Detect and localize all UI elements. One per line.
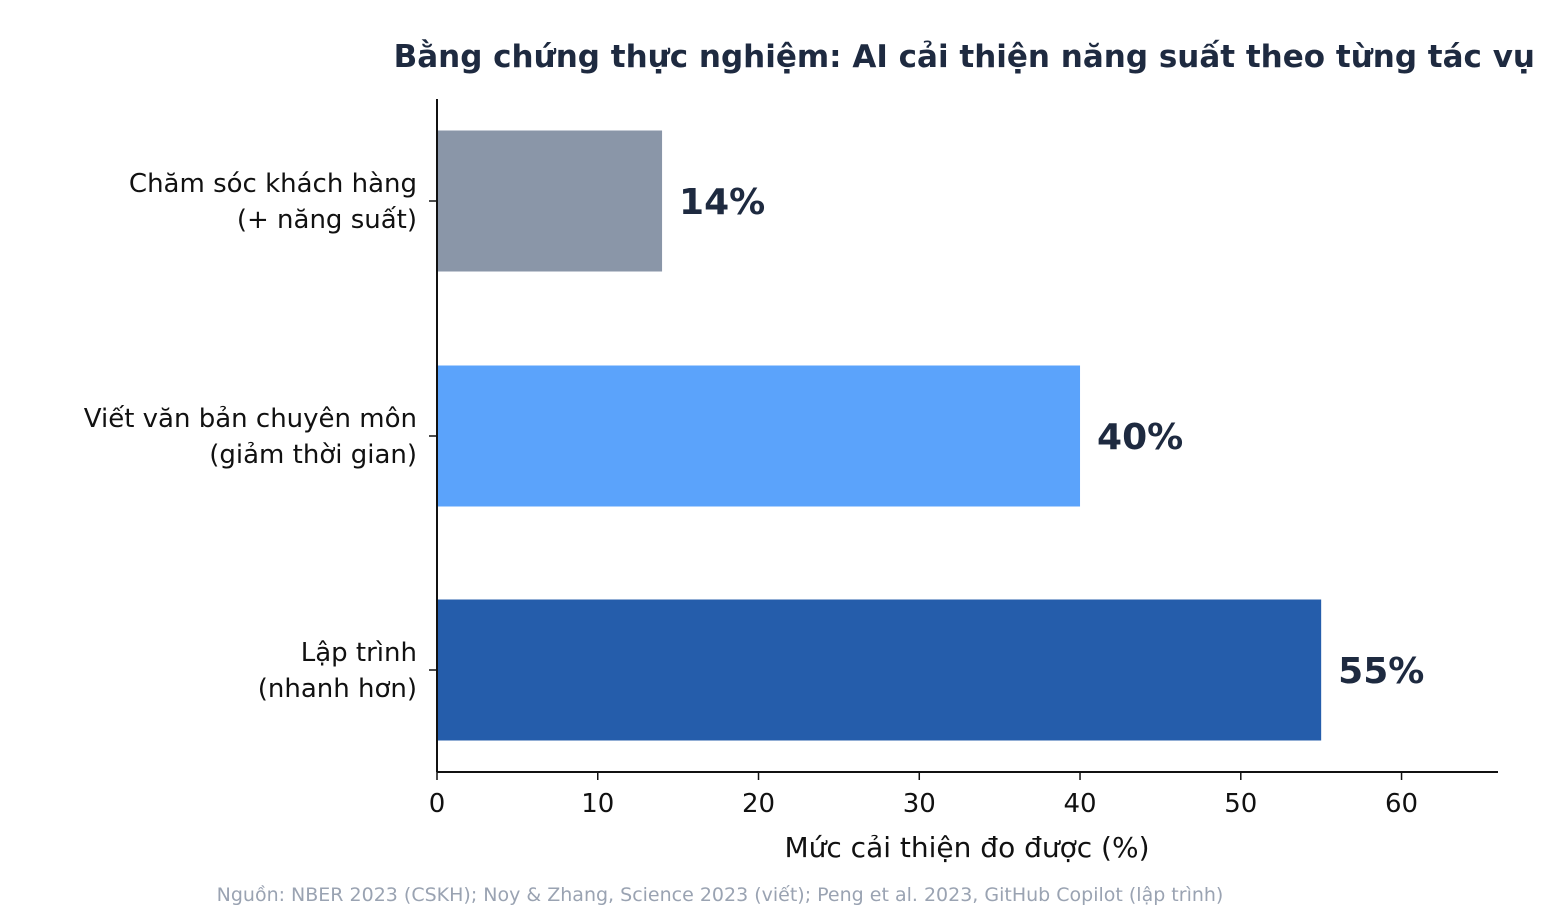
category-label-1-line-2: (+ năng suất) [237, 205, 417, 235]
data-label-3: 55% [1338, 651, 1424, 692]
category-label-3-line-1: Lập trình [301, 638, 417, 668]
category-label-2-line-2: (giảm thời gian) [209, 440, 417, 470]
data-label-2: 40% [1097, 417, 1183, 458]
category-label-1-line-1: Chăm sóc khách hàng [129, 169, 417, 199]
category-label-2-line-1: Viết văn bản chuyên môn [84, 404, 417, 434]
x-tick-label-10: 10 [581, 789, 614, 819]
y-axis-categories: Chăm sóc khách hàng (+ năng suất) Viết văn… [84, 169, 437, 704]
category-label-3-line-2: (nhanh hơn) [258, 674, 417, 704]
x-axis-label: Mức cải thiện đo được (%) [784, 831, 1149, 864]
bars-layer [437, 130, 1322, 741]
source-note: Nguồn: NBER 2023 (CSKH); Noy & Zhang, Sc… [217, 884, 1224, 906]
x-tick-label-0: 0 [429, 789, 446, 819]
bar-1 [437, 130, 663, 272]
x-tick-label-40: 40 [1063, 789, 1096, 819]
bar-3 [437, 599, 1322, 741]
x-axis-ticks: 0 10 20 30 40 50 60 [429, 772, 1418, 819]
labels-layer: 14% 40% 55% [679, 182, 1424, 692]
bar-2 [437, 365, 1081, 507]
x-tick-label-30: 30 [903, 789, 936, 819]
x-tick-label-50: 50 [1224, 789, 1257, 819]
x-tick-label-20: 20 [742, 789, 775, 819]
x-tick-label-60: 60 [1385, 789, 1418, 819]
data-label-1: 14% [679, 182, 765, 223]
chart-title: Bằng chứng thực nghiệm: AI cải thiện năn… [394, 39, 1535, 75]
